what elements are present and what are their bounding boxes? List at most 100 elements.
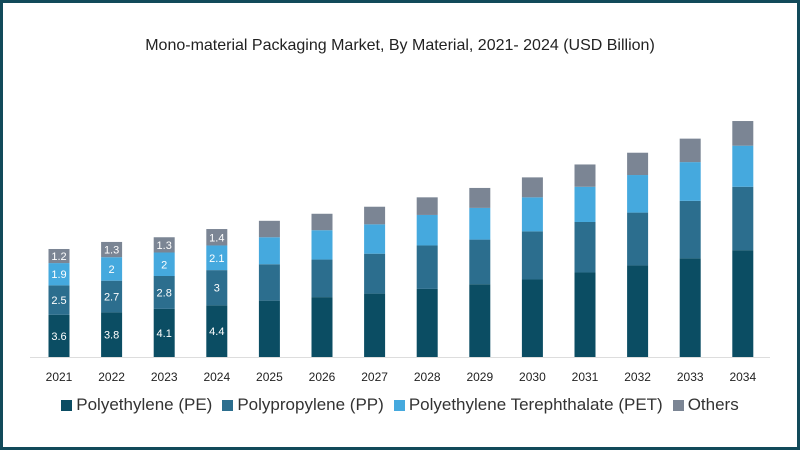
bar-segment-2026-0 (311, 297, 333, 357)
bar-segment-2027-1 (364, 253, 386, 294)
data-label: 4.4 (209, 326, 224, 338)
bar-segment-2024-3 (206, 229, 228, 246)
bar-segment-2030-1 (521, 231, 543, 280)
data-label: 3 (214, 283, 220, 295)
legend-item: Polypropylene (PP) (222, 395, 384, 415)
bar-segment-2027-2 (364, 224, 386, 254)
bar-segment-2033-2 (679, 162, 701, 201)
x-tick-label: 2028 (414, 370, 441, 384)
x-tick-label: 2026 (309, 370, 336, 384)
legend-swatch (672, 399, 684, 411)
legend-label: Polyethylene (PE) (76, 395, 213, 414)
bar-segment-2033-1 (679, 200, 701, 259)
bar-segment-2032-0 (627, 265, 649, 357)
x-tick-label: 2023 (151, 370, 178, 384)
data-label: 3.6 (51, 331, 66, 343)
bar-segment-2034-2 (732, 145, 754, 187)
bar-segment-2023-1 (153, 275, 175, 309)
data-label: 1.2 (51, 251, 66, 263)
bar-segment-2022-2 (101, 257, 123, 281)
bar-segment-2024-1 (206, 270, 228, 306)
bar-segment-2023-0 (153, 308, 175, 357)
bar-segment-2030-0 (521, 279, 543, 357)
bar-segment-2029-1 (469, 239, 491, 285)
bar-segment-2025-2 (258, 237, 280, 265)
bar-segment-2034-3 (732, 121, 754, 146)
x-tick-label: 2034 (729, 370, 756, 384)
legend-label: Polyethylene Terephthalate (PET) (408, 395, 663, 414)
bar-segment-2027-0 (364, 293, 386, 357)
legend-item: Polyethylene (PE) (61, 395, 212, 415)
bar-segment-2024-0 (206, 305, 228, 357)
legend-label: Others (687, 395, 739, 414)
bar-segment-2030-3 (521, 177, 543, 198)
bar-segment-2025-3 (258, 220, 280, 238)
data-label: 2.8 (157, 287, 172, 299)
x-tick-label: 2029 (466, 370, 493, 384)
bar-segment-2023-2 (153, 252, 175, 276)
bar-segment-2032-3 (627, 152, 649, 176)
chart-title: Mono-material Packaging Market, By Mater… (145, 37, 655, 54)
bar-segment-2026-3 (311, 213, 333, 231)
bar-segment-2033-3 (679, 138, 701, 163)
data-label: 1.3 (157, 240, 172, 252)
bar-segment-2026-2 (311, 230, 333, 260)
x-tick-label: 2022 (98, 370, 125, 384)
legend-label: Polypropylene (PP) (237, 395, 384, 414)
bar-segment-2027-3 (364, 206, 386, 225)
data-label: 2 (161, 259, 167, 271)
bar-segment-2026-1 (311, 259, 333, 298)
data-label: 2.1 (209, 253, 224, 265)
legend: Polyethylene (PE) Polypropylene (PP) Polye… (3, 395, 797, 415)
bar-segment-2025-1 (258, 264, 280, 301)
data-label: 2 (109, 264, 115, 276)
bar-segment-2028-3 (416, 197, 438, 215)
x-tick-label: 2032 (624, 370, 651, 384)
bar-segment-2021-0 (48, 314, 70, 357)
x-tick-label: 2027 (361, 370, 388, 384)
bar-segment-2032-2 (627, 175, 649, 213)
bar-segment-2031-3 (574, 164, 596, 187)
bar-segment-2031-0 (574, 272, 596, 357)
data-label: 2.7 (104, 292, 119, 304)
bar-segment-2028-2 (416, 214, 438, 246)
x-tick-label: 2021 (46, 370, 73, 384)
bar-segment-2022-1 (101, 280, 123, 313)
bar-segment-2029-2 (469, 207, 491, 240)
data-label: 1.3 (104, 245, 119, 257)
bar-segment-2021-2 (48, 263, 70, 286)
x-tick-label: 2031 (572, 370, 599, 384)
bar-segment-2022-0 (101, 312, 123, 357)
bar-segment-2022-3 (101, 241, 123, 258)
x-tick-label: 2025 (256, 370, 283, 384)
bar-segment-2031-1 (574, 221, 596, 273)
x-tick-label: 2030 (519, 370, 546, 384)
data-label: 4.1 (157, 328, 172, 340)
bar-segment-2021-1 (48, 285, 70, 315)
bar-segment-2021-3 (48, 248, 70, 264)
x-tick-label: 2033 (677, 370, 704, 384)
data-label: 2.5 (51, 295, 66, 307)
legend-swatch (222, 399, 234, 411)
bar-segment-2023-3 (153, 237, 175, 253)
bar-segment-2028-0 (416, 288, 438, 357)
data-label: 1.4 (209, 232, 224, 244)
x-tick-label: 2024 (203, 370, 230, 384)
bar-segment-2031-2 (574, 186, 596, 222)
bar-segment-2030-2 (521, 197, 543, 232)
bar-segment-2032-1 (627, 212, 649, 266)
bar-segment-2029-0 (469, 284, 491, 357)
bar-segment-2028-1 (416, 245, 438, 289)
bar-segment-2029-3 (469, 187, 491, 208)
legend-item: Polyethylene Terephthalate (PET) (393, 395, 663, 415)
legend-swatch (61, 399, 73, 411)
legend-item: Others (672, 395, 739, 415)
data-label: 1.9 (51, 269, 66, 281)
bar-segment-2024-2 (206, 245, 228, 271)
bar-segment-2033-0 (679, 258, 701, 357)
bar-segment-2025-0 (258, 300, 280, 357)
bar-segment-2034-1 (732, 186, 754, 251)
legend-swatch (393, 399, 405, 411)
